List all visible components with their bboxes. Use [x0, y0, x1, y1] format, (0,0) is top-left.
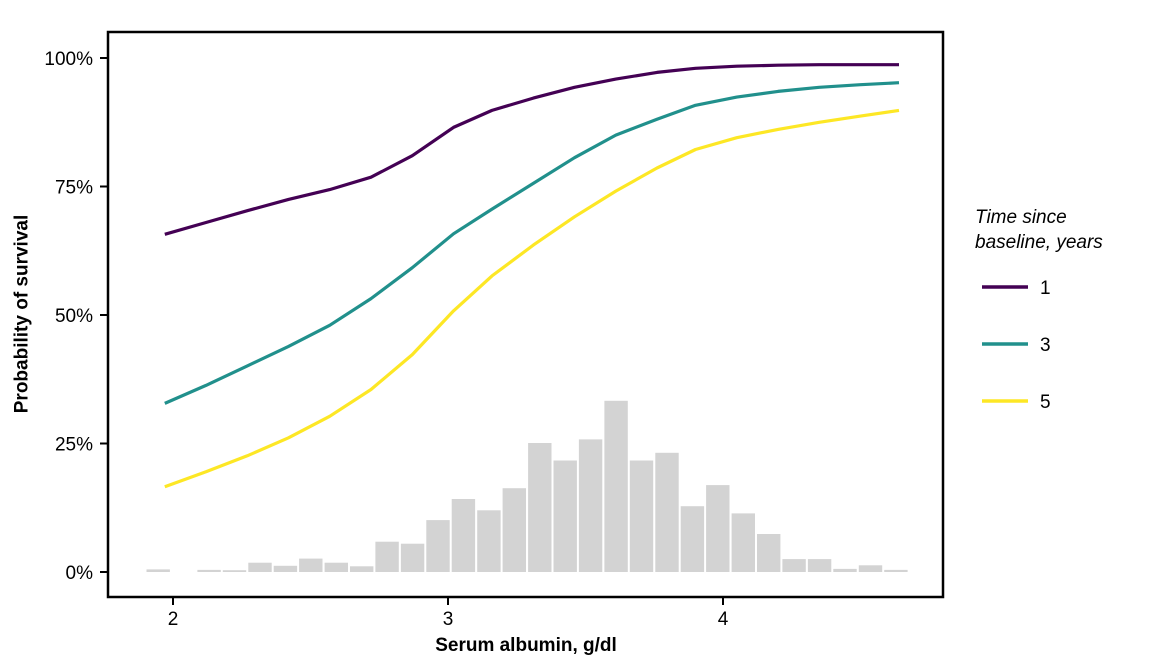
- legend-entry-label-3: 3: [1040, 335, 1051, 356]
- histogram-bar: [477, 510, 501, 572]
- series-line-3: [164, 81, 900, 405]
- histogram-layer: [146, 400, 908, 572]
- y-tick-label: 25%: [55, 434, 93, 455]
- histogram-bar: [858, 565, 883, 572]
- histogram-bar: [222, 570, 247, 572]
- histogram-bar: [807, 559, 832, 572]
- legend-entry-label-1: 1: [1040, 278, 1051, 299]
- histogram-bar: [273, 565, 298, 572]
- series-line-5: [164, 108, 900, 489]
- histogram-bar: [655, 452, 679, 572]
- histogram-bar: [197, 569, 221, 572]
- histogram-bar: [350, 566, 374, 572]
- histogram-bar: [553, 460, 577, 572]
- legend-entry-label-5: 5: [1040, 392, 1051, 413]
- y-tick-label: 75%: [55, 177, 93, 198]
- histogram-bar: [578, 439, 603, 572]
- histogram-bar: [884, 569, 908, 572]
- histogram-bar: [400, 543, 425, 572]
- histogram-bar: [299, 558, 323, 572]
- series-line-1: [164, 63, 899, 236]
- histogram-bar: [528, 443, 552, 572]
- legend: Time since baseline, years 1 3 5: [975, 207, 1103, 413]
- histogram-bar: [248, 562, 272, 572]
- histogram-bar: [426, 520, 450, 572]
- series-layer: [164, 63, 900, 489]
- x-tick-label: 4: [718, 609, 729, 630]
- legend-title-line1: Time since: [975, 207, 1067, 228]
- histogram-bar: [782, 559, 806, 572]
- histogram-bar: [375, 541, 399, 572]
- x-tick-label: 2: [168, 609, 179, 630]
- histogram-bar: [757, 534, 781, 572]
- histogram-bar: [680, 506, 705, 572]
- histogram-bar: [833, 568, 857, 572]
- histogram-bar: [731, 513, 755, 572]
- histogram-bar: [706, 485, 730, 572]
- axis-layer: 0% 25% 50% 75% 100% 2 3 4: [44, 49, 728, 630]
- y-tick-label: 50%: [55, 306, 93, 327]
- y-tick-label: 0%: [66, 563, 94, 584]
- y-axis-title: Probability of survival: [12, 215, 33, 414]
- x-tick-label: 3: [443, 609, 454, 630]
- histogram-bar: [451, 499, 476, 572]
- histogram-bar: [629, 460, 654, 572]
- histogram-bar: [324, 562, 348, 572]
- legend-title-line2: baseline, years: [975, 232, 1103, 253]
- histogram-bar: [146, 569, 170, 572]
- y-tick-label: 100%: [44, 49, 93, 70]
- x-axis-title: Serum albumin, g/dl: [435, 635, 617, 656]
- histogram-bar: [502, 488, 526, 572]
- legend-entries: 1 3 5: [982, 278, 1051, 413]
- histogram-bar: [604, 400, 628, 572]
